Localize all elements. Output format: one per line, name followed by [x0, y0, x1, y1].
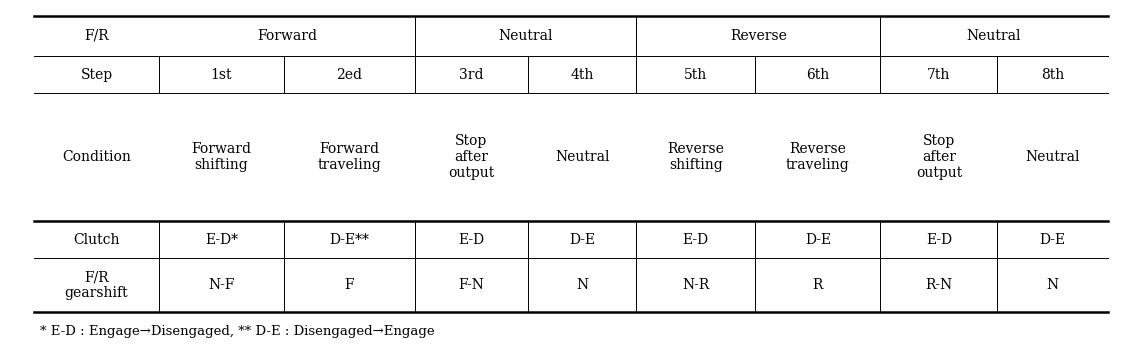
Text: Clutch: Clutch: [74, 233, 119, 246]
Text: 2ed: 2ed: [336, 68, 362, 81]
Text: N: N: [1046, 278, 1059, 292]
Text: R: R: [812, 278, 824, 292]
Text: F/R
gearshift: F/R gearshift: [65, 270, 128, 300]
Text: Neutral: Neutral: [499, 29, 552, 43]
Text: F-N: F-N: [459, 278, 484, 292]
Text: Reverse
traveling: Reverse traveling: [786, 142, 850, 172]
Text: Forward: Forward: [257, 29, 317, 43]
Text: Neutral: Neutral: [556, 150, 609, 164]
Text: Stop
after
output: Stop after output: [449, 134, 494, 180]
Text: Reverse
shifting: Reverse shifting: [667, 142, 725, 172]
Text: 6th: 6th: [807, 68, 829, 81]
Text: E-D: E-D: [459, 233, 484, 246]
Text: E-D: E-D: [926, 233, 952, 246]
Text: E-D*: E-D*: [204, 233, 239, 246]
Text: D-E: D-E: [1039, 233, 1066, 246]
Text: D-E: D-E: [805, 233, 830, 246]
Text: * E-D : Engage→Disengaged, ** D-E : Disengaged→Engage: * E-D : Engage→Disengaged, ** D-E : Dise…: [40, 325, 434, 338]
Text: Condition: Condition: [62, 150, 131, 164]
Text: D-E**: D-E**: [329, 233, 369, 246]
Text: Step: Step: [81, 68, 112, 81]
Text: 5th: 5th: [684, 68, 708, 81]
Text: Stop
after
output: Stop after output: [916, 134, 962, 180]
Text: Neutral: Neutral: [967, 29, 1021, 43]
Text: Reverse: Reverse: [729, 29, 787, 43]
Text: Forward
shifting: Forward shifting: [192, 142, 251, 172]
Text: N-F: N-F: [208, 278, 235, 292]
Text: F: F: [344, 278, 354, 292]
Text: E-D: E-D: [683, 233, 709, 246]
Text: N: N: [576, 278, 588, 292]
Text: R-N: R-N: [926, 278, 952, 292]
Text: Neutral: Neutral: [1026, 150, 1079, 164]
Text: N-R: N-R: [683, 278, 709, 292]
Text: 3rd: 3rd: [459, 68, 484, 81]
Text: D-E: D-E: [569, 233, 595, 246]
Text: 8th: 8th: [1041, 68, 1064, 81]
Text: F/R: F/R: [84, 29, 109, 43]
Text: 4th: 4th: [570, 68, 594, 81]
Text: 1st: 1st: [211, 68, 232, 81]
Text: Forward
traveling: Forward traveling: [317, 142, 382, 172]
Text: 7th: 7th: [927, 68, 951, 81]
